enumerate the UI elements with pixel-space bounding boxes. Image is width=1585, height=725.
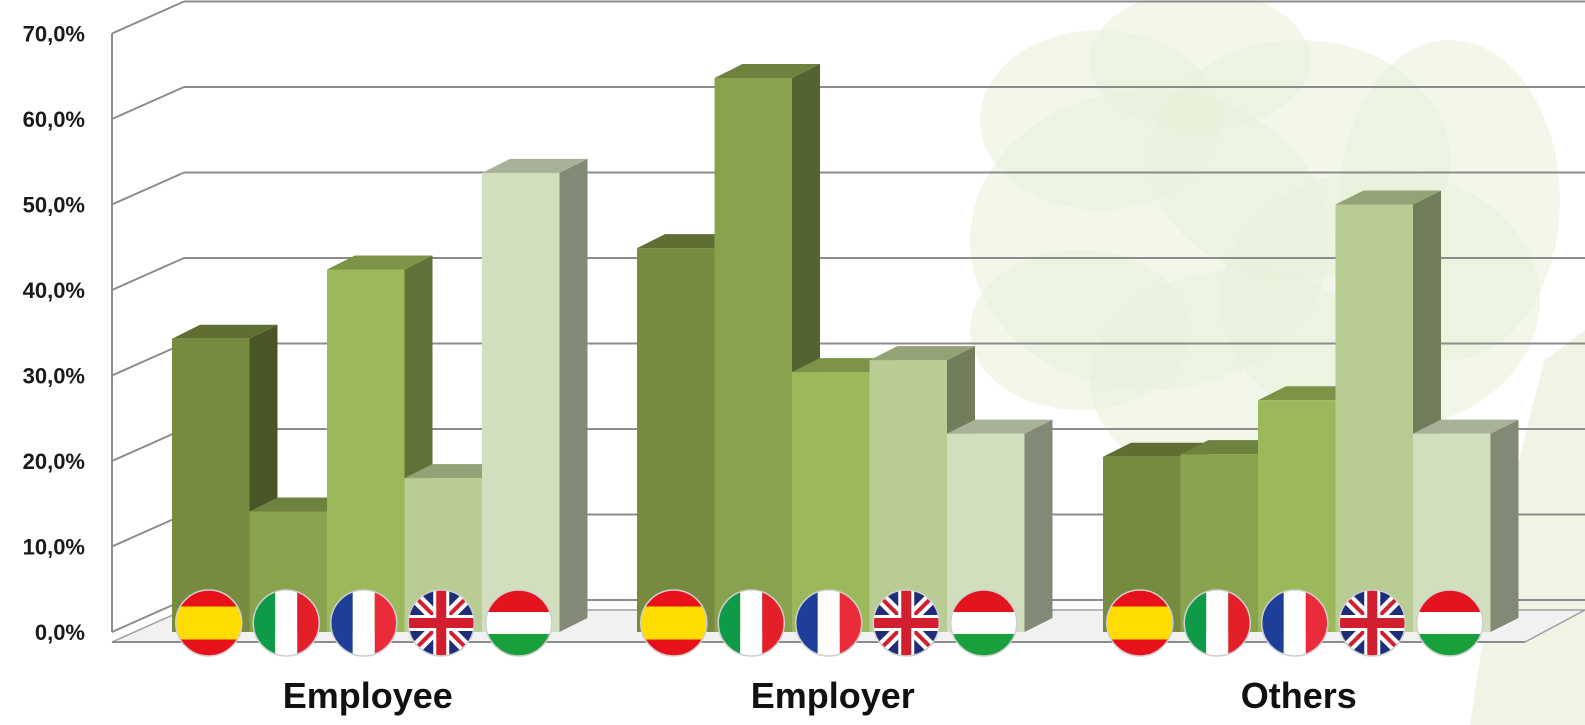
hungary-flag-icon [1416,589,1484,657]
bar-front [792,372,870,632]
spain-flag-icon [640,589,708,657]
y-tick-label: 10,0% [23,535,85,560]
bar-top [172,324,278,339]
gridline-diagonal [111,257,185,291]
gridline-diagonal [111,171,185,206]
bar-front [482,172,560,633]
labels: 0,0% 10,0% 20,0% 30,0% 40,0% 50,0% 60,0% 70,0% E… [23,22,1357,717]
italy-flag-icon [717,589,785,657]
tree-blob-7 [1090,0,1310,130]
x-category-label: Employee [283,675,453,716]
bar-top [1103,442,1209,457]
france-flag-icon [795,589,863,657]
bar-top [1335,190,1441,205]
gridline-diagonal [111,0,185,35]
bar-front [869,360,947,632]
hungary-flag-icon [485,589,553,657]
bar-front [714,77,792,632]
france-flag-icon [1261,589,1329,657]
hungary-flag-icon [950,589,1018,657]
spain-flag-icon [1106,589,1174,657]
bar-top [327,255,433,270]
italy-flag-icon [1183,589,1251,657]
bar-top [1413,419,1519,434]
france-flag-icon [330,589,398,657]
y-tick-label: 0,0% [35,620,85,645]
bar-front [1335,204,1413,632]
bar [1413,419,1519,632]
y-tick-label: 70,0% [23,22,85,47]
uk-flag-icon [872,589,940,657]
uk-flag-icon [1338,589,1406,657]
y-tick-label: 50,0% [23,193,85,218]
spain-flag-icon [175,589,243,657]
tree-blob-6 [970,250,1190,410]
y-tick-label: 20,0% [23,449,85,474]
bar-side [1024,419,1053,632]
bar [482,158,588,633]
bar-front [637,248,715,633]
bar-top [947,419,1053,434]
bar-top [482,158,588,173]
x-category-label: Employer [751,675,915,716]
bar-top [869,346,975,361]
y-tick-label: 60,0% [23,107,85,132]
y-tick-label: 30,0% [23,364,85,389]
bar-side [559,158,588,633]
bar-front [172,338,250,632]
bar-top [714,63,820,78]
y-tick-label: 40,0% [23,278,85,303]
bar-side [1490,419,1519,632]
uk-flag-icon [407,589,475,657]
italy-flag-icon [252,589,320,657]
flags [175,589,1484,657]
gridline-diagonal [111,86,185,120]
bar-front [327,269,405,632]
x-category-label: Others [1241,675,1357,716]
bar [947,419,1053,632]
